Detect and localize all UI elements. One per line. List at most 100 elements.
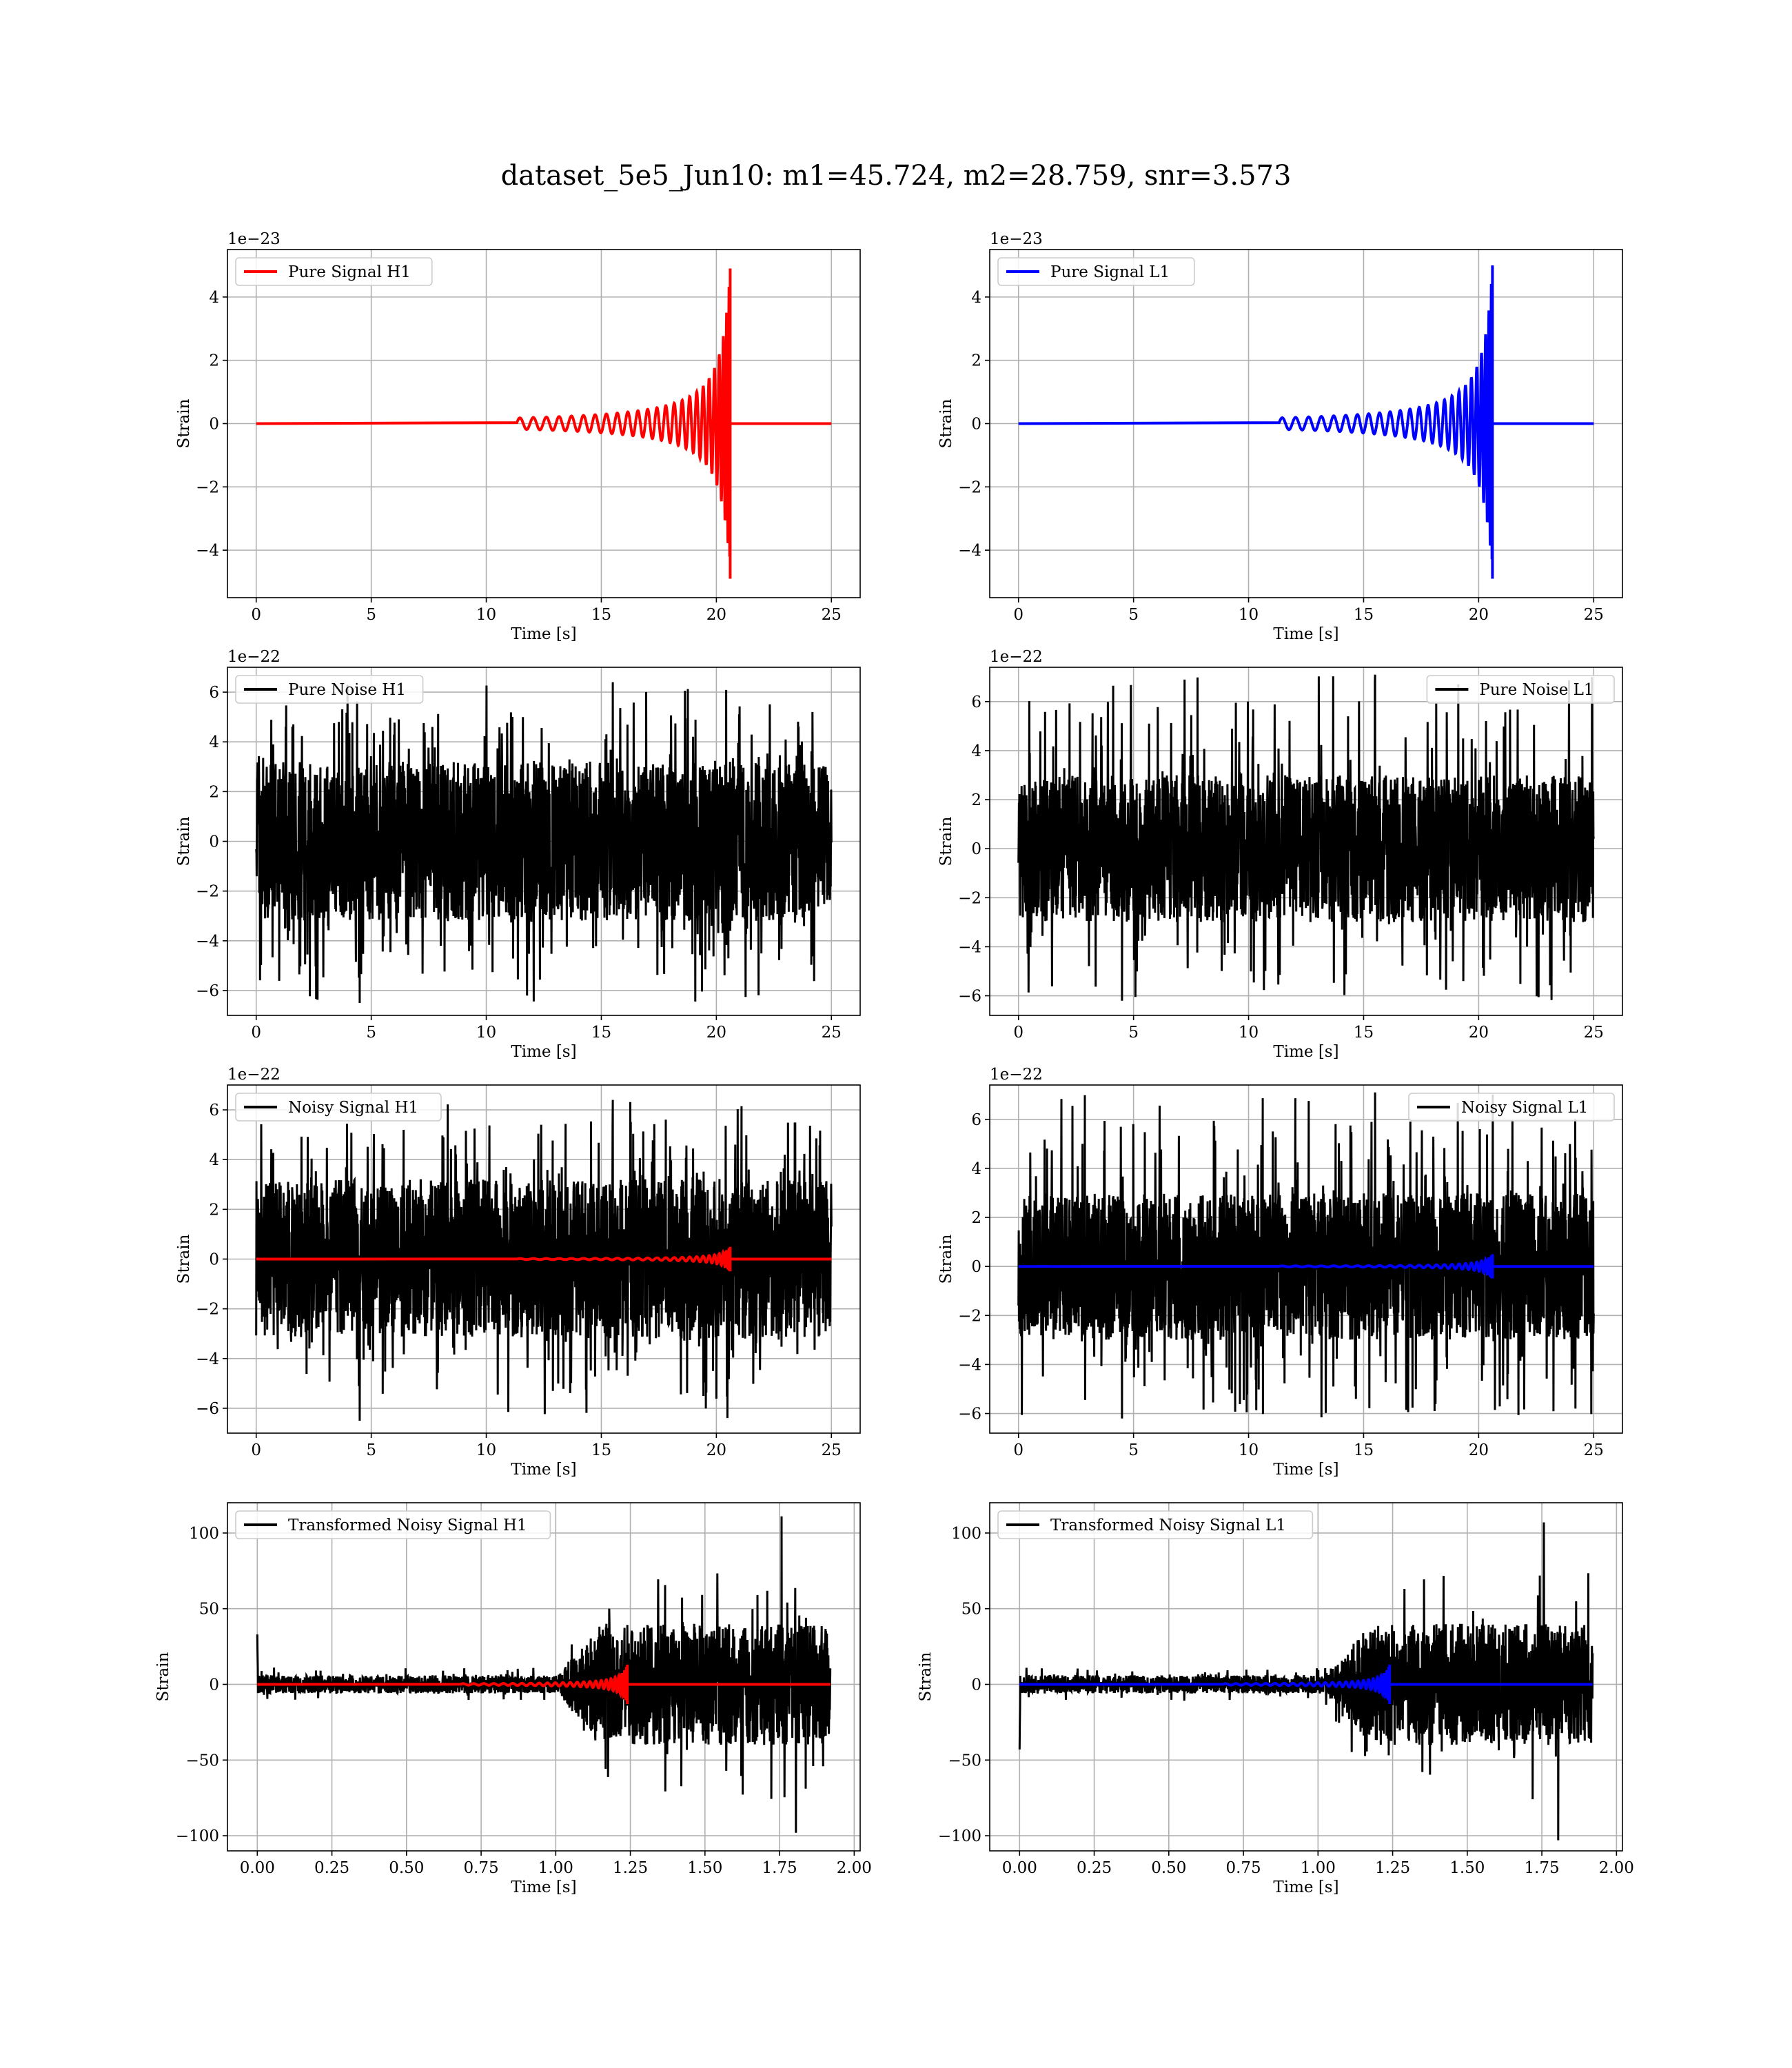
y-tick-label: 50	[961, 1601, 981, 1619]
x-tick-label: 0	[251, 1024, 261, 1042]
y-tick-label: 4	[209, 289, 219, 307]
y-tick-label: −2	[196, 883, 219, 901]
legend: Transformed Noisy Signal L1	[997, 1510, 1314, 1539]
x-axis-label: Time [s]	[1273, 1043, 1338, 1061]
y-tick-label: −6	[958, 988, 981, 1006]
x-tick-label: 25	[1584, 606, 1604, 624]
y-tick-label: 4	[971, 1160, 981, 1178]
y-axis-label: Strain	[175, 816, 193, 866]
subplot-noisy-signal-l1: 0 5 10 15 20 25 −6 −4 −2 0 2 4 6 Time [s] Strain 1e−22 N…	[937, 1066, 1623, 1479]
legend-box	[235, 1093, 442, 1122]
x-tick-label: 0.00	[1002, 1859, 1037, 1877]
y-tick-label: 4	[209, 1151, 219, 1169]
y-tick-label: 4	[971, 742, 981, 760]
legend-entry: Transformed Noisy Signal L1	[1050, 1517, 1286, 1534]
y-tick-label: −6	[958, 1406, 981, 1423]
y-tick-label: −2	[958, 478, 981, 496]
y-tick-label: 4	[971, 289, 981, 307]
x-tick-label: 0	[1013, 1024, 1024, 1042]
x-tick-label: 15	[591, 606, 611, 624]
axes-frame	[989, 667, 1623, 1016]
series-line-overlay	[1019, 1664, 1593, 1704]
y-tick-label: −2	[196, 1301, 219, 1319]
x-tick-label: 10	[476, 606, 496, 624]
x-tick-label: 0.75	[463, 1859, 498, 1877]
legend-box	[235, 257, 433, 286]
y-tick-label: −100	[938, 1827, 981, 1845]
series-line-primary	[256, 1516, 832, 1833]
x-tick-label: 0	[251, 606, 261, 624]
y-tick-label: −2	[958, 1307, 981, 1325]
y-tick-label: −100	[176, 1827, 219, 1845]
x-tick-label: 15	[1354, 1024, 1374, 1042]
x-tick-label: 1.50	[687, 1859, 722, 1877]
x-tick-label: 20	[706, 606, 726, 624]
y-tick-label: 2	[971, 1209, 981, 1227]
y-tick-label: 0	[209, 1676, 219, 1694]
x-tick-label: 10	[1239, 1024, 1259, 1042]
x-axis-label: Time [s]	[511, 1878, 576, 1896]
x-tick-label: 5	[366, 1441, 376, 1459]
x-tick-label: 0.25	[314, 1859, 349, 1877]
series-line-overlay	[1018, 1254, 1594, 1279]
x-tick-label: 5	[1128, 1441, 1139, 1459]
y-tick-label: 0	[209, 1251, 219, 1269]
legend: Transformed Noisy Signal H1	[235, 1510, 551, 1539]
y-tick-label: 100	[951, 1525, 981, 1543]
x-tick-label: 15	[591, 1024, 611, 1042]
x-tick-label: 25	[822, 606, 842, 624]
x-tick-label: 0.00	[240, 1859, 275, 1877]
x-tick-label: 10	[476, 1024, 496, 1042]
x-tick-label: 2.00	[1599, 1859, 1634, 1877]
x-tick-label: 1.25	[1375, 1859, 1410, 1877]
x-tick-label: 5	[1128, 1024, 1139, 1042]
subplot-transformed-noisy-signal-l1: 0.00 0.25 0.50 0.75 1.00 1.25 1.50 1.75 2.00 −100…	[917, 1502, 1634, 1896]
x-tick-label: 2.00	[837, 1859, 872, 1877]
legend-box	[235, 1510, 551, 1539]
series-line-primary	[1018, 265, 1594, 579]
x-axis-label: Time [s]	[1273, 1878, 1338, 1896]
legend: Pure Noise L1	[1426, 675, 1615, 704]
y-tick-label: −4	[196, 1350, 219, 1368]
y-offset-label: 1e−22	[990, 648, 1043, 666]
y-axis-label: Strain	[175, 398, 193, 448]
legend-box	[235, 675, 424, 704]
x-tick-label: 0.50	[1151, 1859, 1186, 1877]
series-line-primary	[1017, 674, 1595, 1001]
legend-box	[997, 1510, 1314, 1539]
y-tick-label: −4	[196, 542, 219, 560]
y-axis-label: Strain	[175, 1234, 193, 1284]
y-axis-label: Strain	[917, 1652, 935, 1701]
x-tick-label: 5	[366, 606, 376, 624]
y-offset-label: 1e−23	[227, 230, 281, 248]
series-group	[1017, 1092, 1595, 1419]
y-offset-label: 1e−22	[227, 648, 281, 666]
x-axis-label: Time [s]	[511, 1461, 576, 1479]
axes-frame	[989, 1084, 1623, 1434]
series-group	[1018, 1522, 1594, 1841]
subplot-pure-noise-l1: 0 5 10 15 20 25 −6 −4 −2 0 2 4 6 Time [s] Strain 1e−22 P…	[937, 648, 1623, 1061]
y-tick-label: 6	[971, 693, 981, 711]
legend: Pure Noise H1	[235, 675, 424, 704]
x-tick-label: 1.00	[1301, 1859, 1336, 1877]
y-axis-label: Strain	[937, 398, 955, 448]
y-tick-label: −2	[196, 478, 219, 496]
x-axis-label: Time [s]	[511, 625, 576, 643]
subplot-pure-signal-h1: 0 5 10 15 20 25 −4 −2 0 2 4 Time [s] Strain 1e−23 Pure…	[175, 230, 861, 643]
x-axis-label: Time [s]	[1273, 1461, 1338, 1479]
y-offset-label: 1e−23	[990, 230, 1043, 248]
x-tick-label: 5	[1128, 606, 1139, 624]
y-tick-label: 100	[189, 1525, 219, 1543]
figure-suptitle: dataset_5e5_Jun10: m1=45.724, m2=28.759,…	[501, 160, 1292, 192]
y-tick-label: 2	[209, 783, 219, 801]
series-group	[256, 1516, 832, 1833]
series-group	[255, 1099, 833, 1421]
series-line-primary	[255, 682, 833, 1004]
legend: Pure Signal L1	[997, 257, 1195, 286]
x-tick-label: 0	[1013, 606, 1024, 624]
x-tick-label: 10	[476, 1441, 496, 1459]
x-tick-label: 1.50	[1449, 1859, 1485, 1877]
x-tick-label: 0.75	[1225, 1859, 1261, 1877]
legend-entry: Noisy Signal H1	[288, 1099, 418, 1117]
